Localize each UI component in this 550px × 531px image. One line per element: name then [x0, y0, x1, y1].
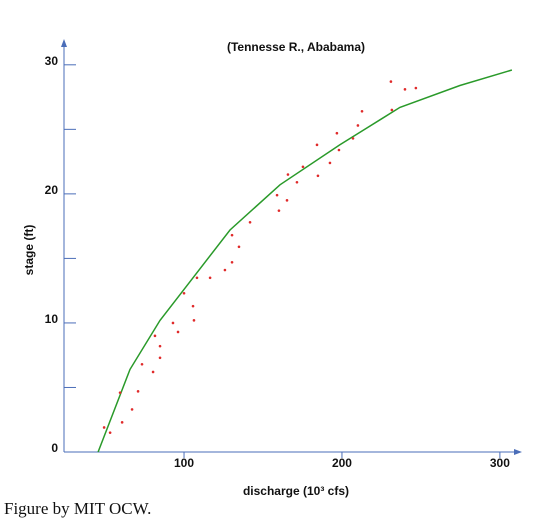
data-point [248, 220, 252, 224]
data-point [191, 304, 195, 308]
data-point [136, 390, 140, 393]
data-point [285, 199, 289, 202]
fit-curve [97, 69, 513, 453]
data-point [230, 260, 234, 264]
data-point [316, 174, 320, 178]
data-point [237, 245, 241, 249]
data-point [120, 421, 124, 424]
x-axis-arrow [514, 449, 522, 455]
data-point [118, 391, 122, 394]
y-tick-label: 10 [45, 312, 59, 326]
data-point [315, 143, 319, 147]
x-tick-label: 100 [174, 456, 194, 470]
y-tick-label: 0 [51, 441, 58, 455]
y-axis-arrow [61, 39, 67, 47]
x-axis-label: discharge (10³ cfs) [243, 484, 349, 498]
data-point [335, 131, 339, 135]
x-tick-label: 300 [490, 456, 510, 470]
y-axis-label: stage (ft) [22, 225, 36, 276]
data-point [102, 426, 106, 429]
data-point [140, 362, 144, 366]
data-point [223, 268, 227, 272]
data-point [389, 80, 393, 83]
data-point [328, 161, 332, 165]
data-point [403, 88, 407, 91]
data-point [286, 173, 290, 176]
data-point [230, 233, 234, 237]
data-point [360, 109, 364, 113]
caption: Figure by MIT OCW. [4, 499, 151, 518]
data-point [108, 431, 112, 434]
data-point [195, 276, 199, 280]
data-point [275, 193, 279, 197]
data-point [130, 408, 134, 411]
data-point [158, 344, 162, 348]
x-tick-label: 200 [332, 456, 352, 470]
data-point [182, 291, 186, 295]
data-point [337, 148, 341, 152]
data-point [414, 86, 418, 90]
data-point [351, 137, 355, 140]
data-point [356, 124, 360, 127]
y-tick-label: 20 [45, 183, 59, 197]
data-point [151, 370, 155, 374]
data-point [301, 165, 305, 169]
data-point [208, 276, 212, 280]
y-tick-label: 30 [45, 54, 59, 68]
data-point [277, 209, 281, 212]
data-point [192, 319, 196, 322]
data-point [176, 330, 180, 334]
chart-title: (Tennesse R., Ababama) [227, 40, 365, 54]
data-point [158, 356, 162, 360]
data-point [295, 180, 299, 184]
data-point [390, 108, 394, 112]
data-point [171, 321, 175, 325]
data-point [153, 334, 157, 338]
